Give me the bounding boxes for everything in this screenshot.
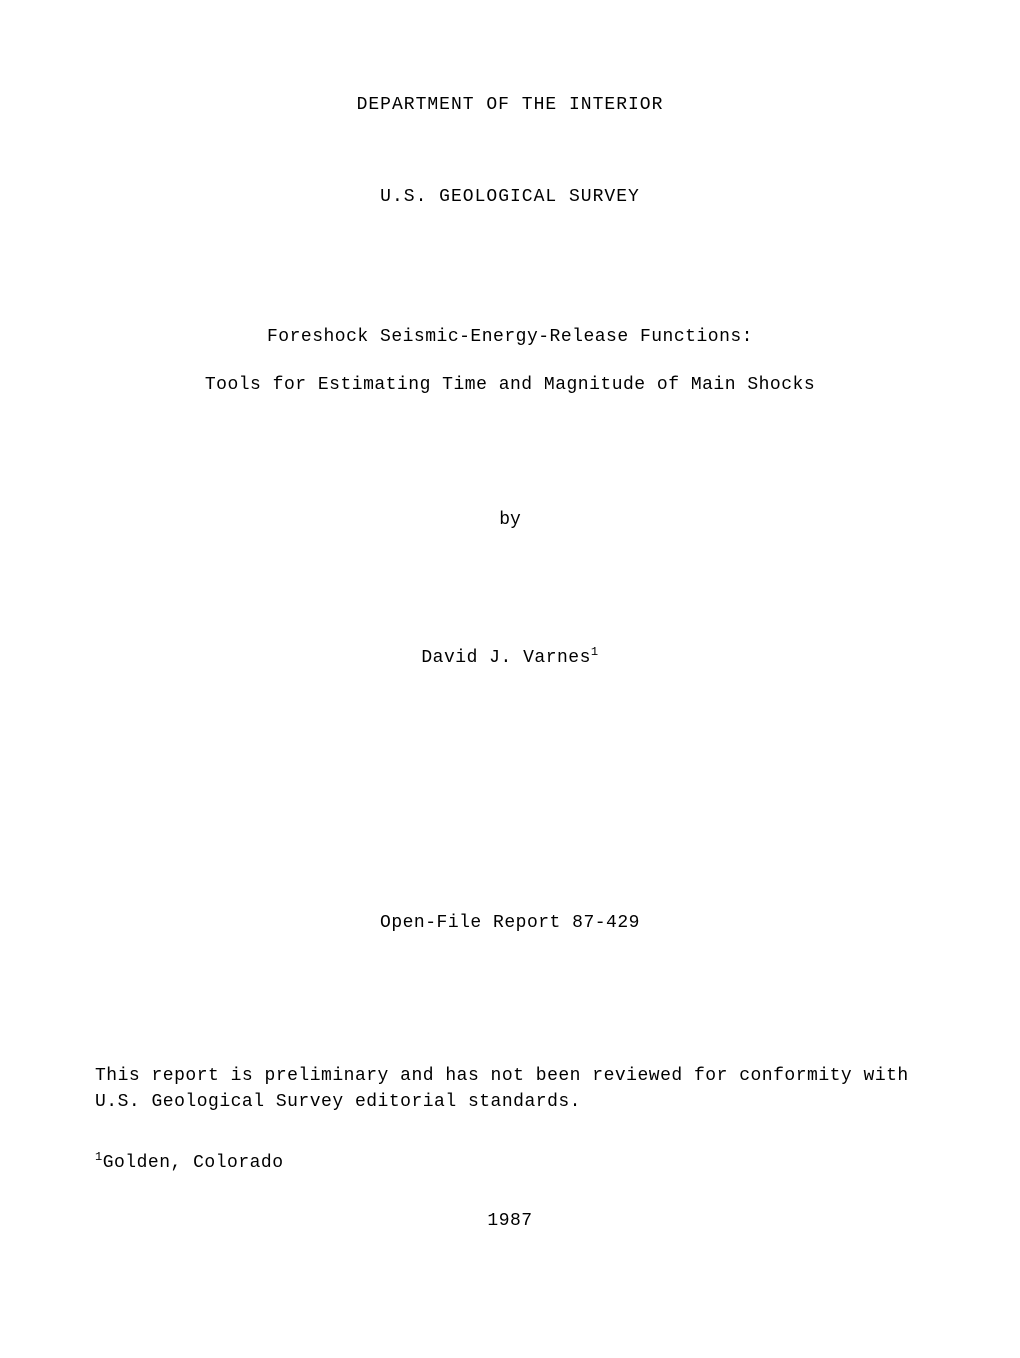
affiliation-text: Golden, Colorado [103,1153,284,1173]
author-name: David J. Varnes1 [95,645,925,668]
author-name-text: David J. Varnes [421,648,591,668]
publication-year: 1987 [95,1211,925,1231]
author-superscript: 1 [591,645,599,659]
disclaimer-text: This report is preliminary and has not b… [95,1063,925,1115]
report-number: Open-File Report 87-429 [95,913,925,933]
department-header: DEPARTMENT OF THE INTERIOR [95,95,925,115]
affiliation-line: 1Golden, Colorado [95,1150,925,1173]
survey-header: U.S. GEOLOGICAL SURVEY [95,187,925,207]
affiliation-superscript: 1 [95,1150,103,1164]
paper-title-line-2: Tools for Estimating Time and Magnitude … [95,375,925,395]
byline-label: by [95,510,925,530]
paper-title-line-1: Foreshock Seismic-Energy-Release Functio… [95,327,925,347]
